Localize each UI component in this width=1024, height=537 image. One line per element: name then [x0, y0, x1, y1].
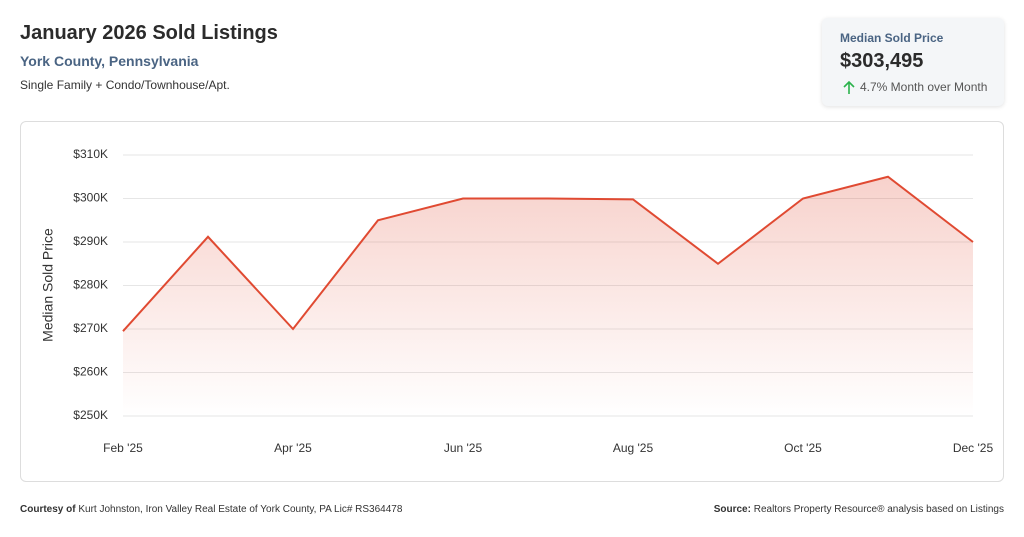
y-tick-label: $290K — [73, 234, 108, 248]
up-arrow — [843, 80, 855, 94]
kpi-label: Median Sold Price — [840, 31, 944, 45]
y-axis-label: Median Sold Price — [40, 228, 56, 342]
description: Single Family + Condo/Townhouse/Apt. — [20, 78, 230, 92]
source-text: Realtors Property Resource® analysis bas… — [753, 504, 1004, 515]
kpi-card: Median Sold Price $303,495 4.7% Month ov… — [822, 18, 1004, 106]
x-tick-label: Dec '25 — [953, 441, 994, 455]
source: Source: Realtors Property Resource® anal… — [714, 504, 1004, 515]
courtesy-text: Kurt Johnston, Iron Valley Real Estate o… — [78, 504, 403, 515]
y-tick-label: $300K — [73, 191, 108, 205]
courtesy: Courtesy of Kurt Johnston, Iron Valley R… — [20, 504, 402, 515]
x-tick-label: Oct '25 — [784, 441, 822, 455]
x-tick-label: Apr '25 — [274, 441, 312, 455]
y-tick-label: $250K — [73, 408, 108, 422]
x-tick-label: Aug '25 — [613, 441, 654, 455]
kpi-change: 4.7% Month over Month — [860, 80, 988, 94]
x-tick-label: Feb '25 — [103, 441, 143, 455]
line — [122, 175, 974, 332]
subtitle: York County, Pennsylvania — [20, 53, 199, 69]
kpi-value: $303,495 — [840, 50, 924, 72]
courtesy-label: Courtesy of — [20, 504, 76, 515]
x-tick-label: Jun '25 — [444, 441, 483, 455]
source-label: Source: — [713, 504, 751, 515]
area — [123, 176, 973, 416]
y-tick-label: $280K — [73, 278, 108, 292]
chart-card — [20, 121, 1004, 482]
y-tick-label: $310K — [73, 147, 108, 161]
y-tick-label: $270K — [73, 321, 108, 335]
y-tick-label: $260K — [73, 365, 108, 379]
title: January 2026 Sold Listings — [20, 22, 278, 44]
